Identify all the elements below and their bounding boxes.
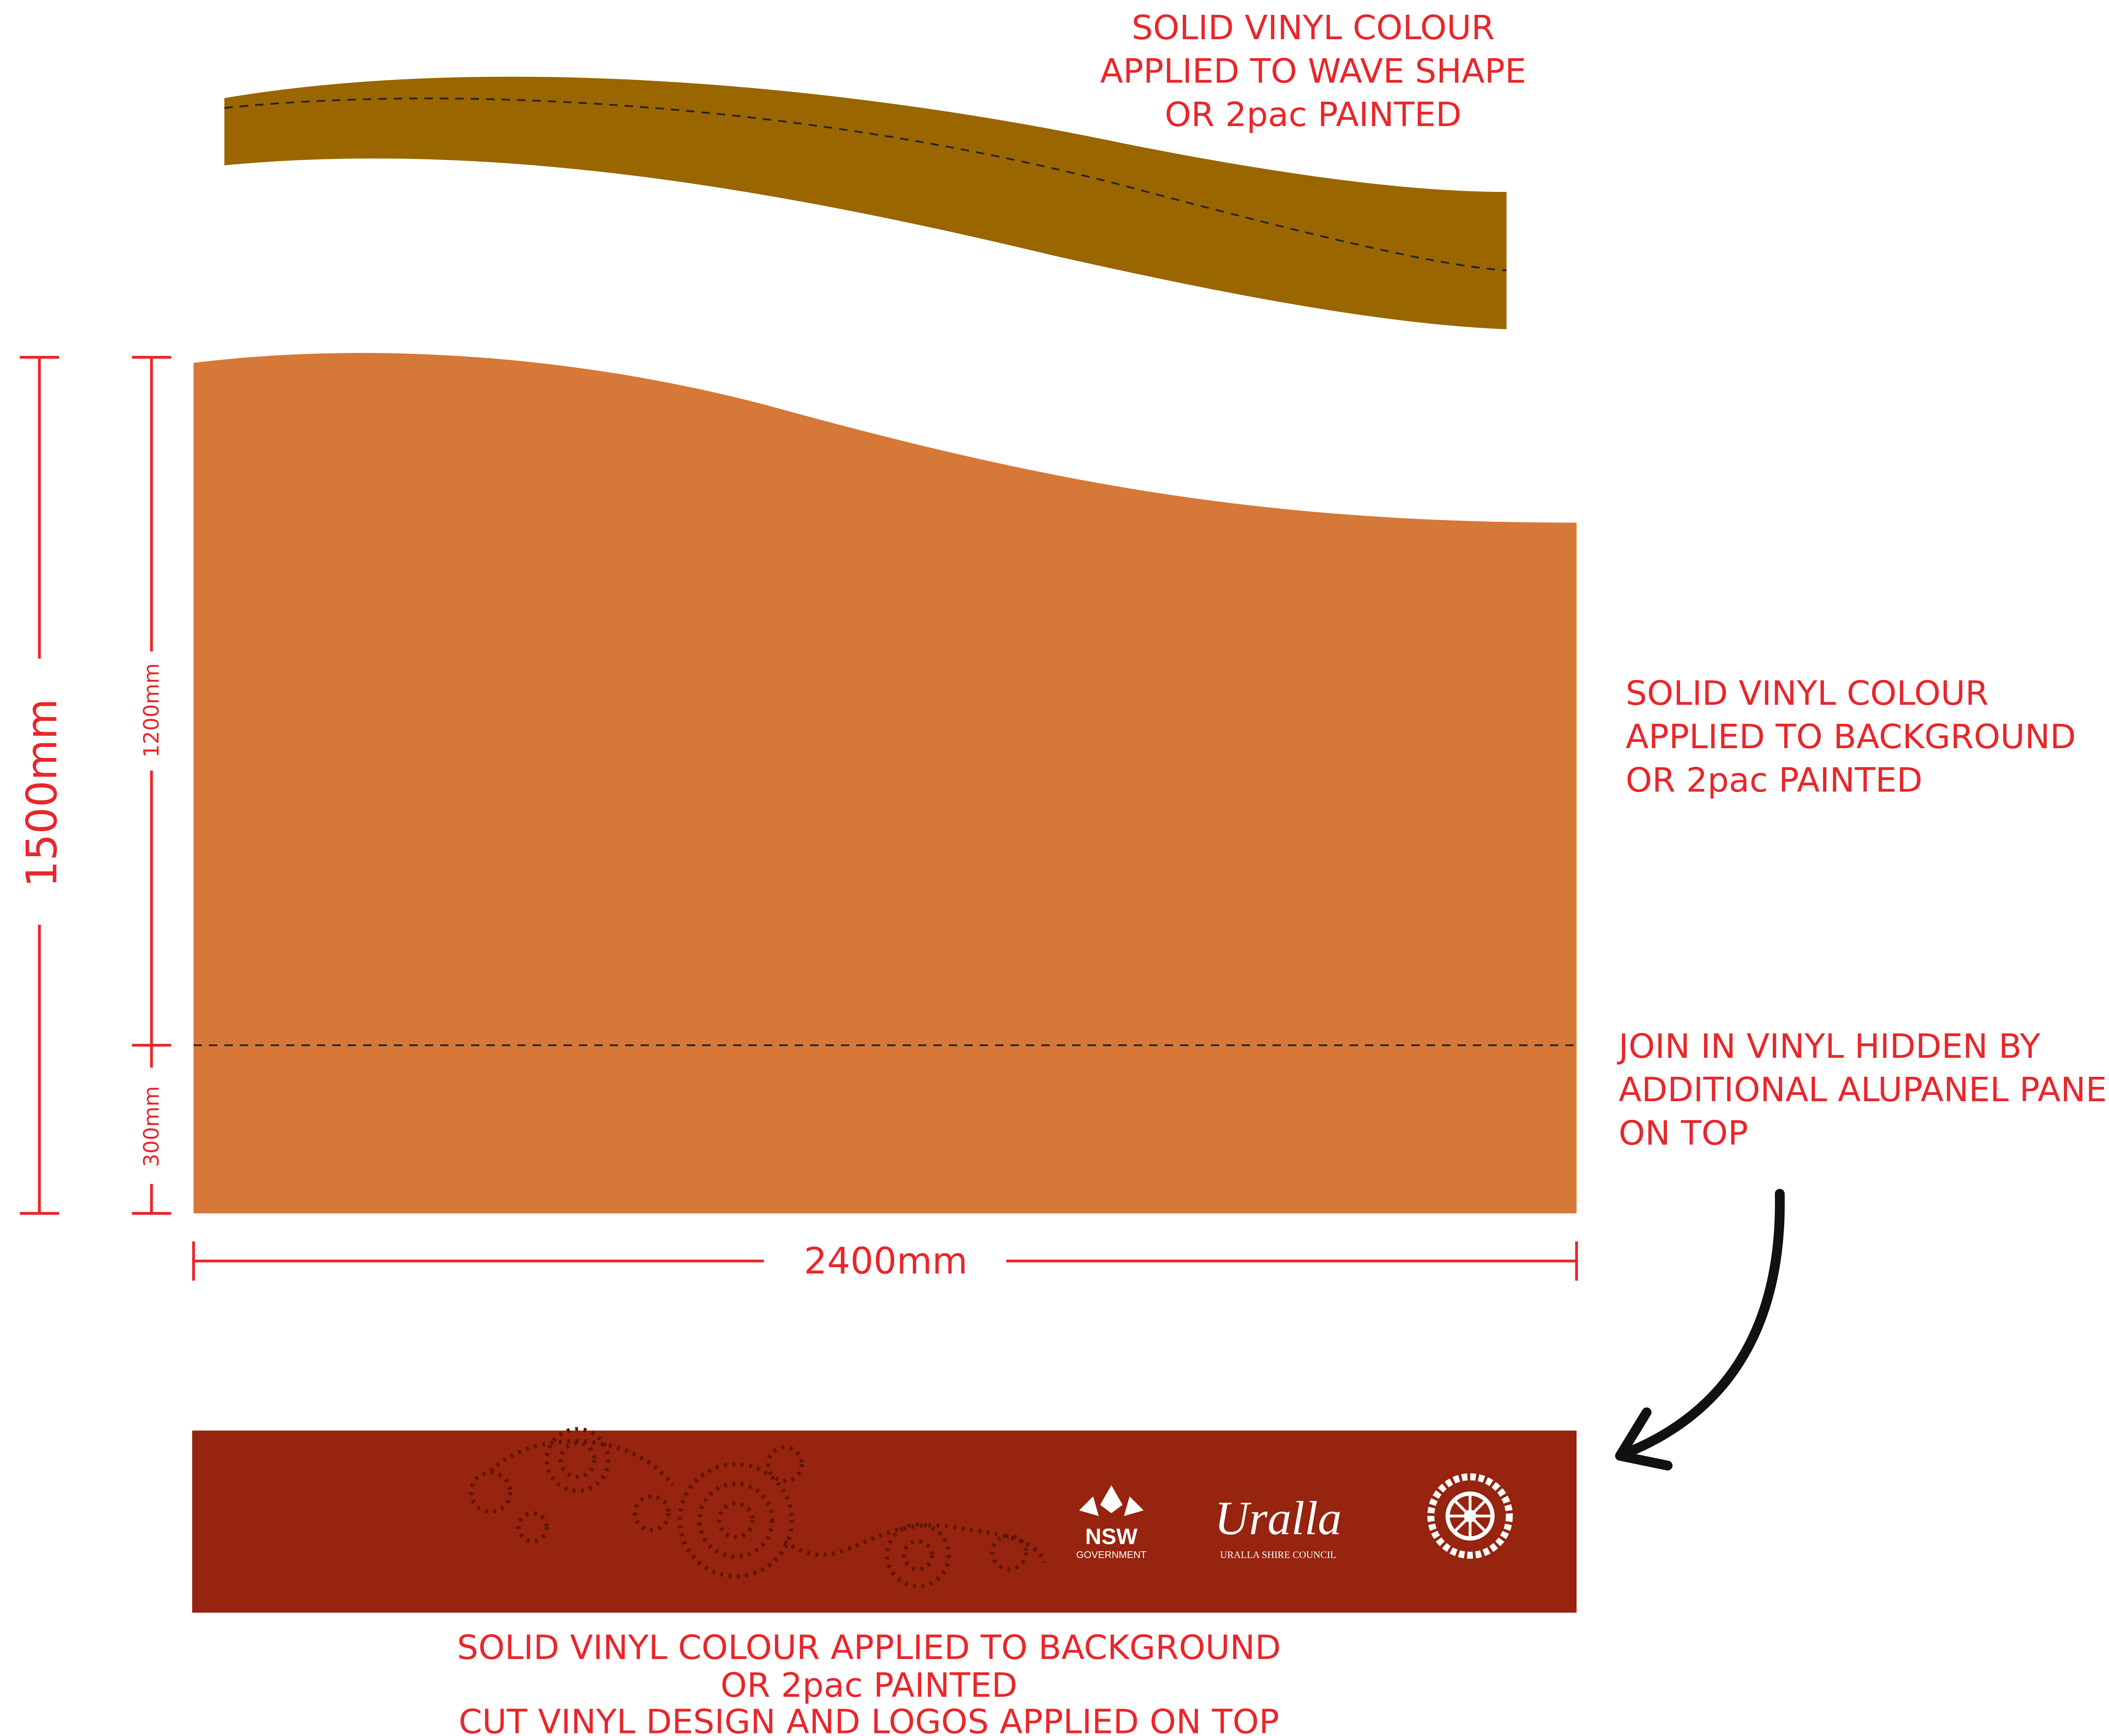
note: ADDITIONAL ALUPANEL PANEL xyxy=(1618,1070,2109,1109)
note: APPLIED TO WAVE SHAPE xyxy=(1100,51,1526,91)
uralla-logo: Uralla URALLA SHIRE COUNCIL xyxy=(1215,1492,1342,1561)
note: ON TOP xyxy=(1618,1113,1748,1153)
wave-shape xyxy=(224,76,1507,329)
logo-text: NSW xyxy=(1085,1524,1138,1549)
dimension-label: 1200mm xyxy=(139,663,164,757)
dot-design xyxy=(469,1427,1046,1588)
dimension-label: 300mm xyxy=(139,1086,164,1167)
bottom-panel xyxy=(192,1430,1577,1613)
logo-text: Uralla xyxy=(1215,1492,1342,1545)
wave-dashed-line xyxy=(224,97,1507,272)
note: SOLID VINYL COLOUR xyxy=(1132,8,1495,47)
note: OR 2pac PAINTED xyxy=(1165,95,1462,134)
note: SOLID VINYL COLOUR xyxy=(1626,674,1989,713)
arrow xyxy=(1615,1189,1785,1471)
note: SOLID VINYL COLOUR APPLIED TO BACKGROUND xyxy=(457,1628,1281,1667)
note: OR 2pac PAINTED xyxy=(1626,760,1923,800)
note: APPLIED TO BACKGROUND xyxy=(1626,717,2076,756)
logo-text: URALLA SHIRE COUNCIL xyxy=(1220,1550,1336,1561)
dimension-label: 2400mm xyxy=(804,1240,968,1283)
logo-text: GOVERNMENT xyxy=(1076,1549,1146,1560)
note: OR 2pac PAINTED xyxy=(720,1666,1017,1705)
note: CUT VINYL DESIGN AND LOGOS APPLIED ON TO… xyxy=(458,1702,1279,1736)
dimension-label: 1500mm xyxy=(17,698,66,887)
dimension-lines xyxy=(19,356,1578,1281)
background-panel xyxy=(193,353,1577,1213)
note: JOIN IN VINYL HIDDEN BY xyxy=(1616,1027,2040,1066)
nsw-logo: NSW GOVERNMENT xyxy=(1076,1485,1146,1560)
rotary-logo xyxy=(1427,1473,1513,1559)
